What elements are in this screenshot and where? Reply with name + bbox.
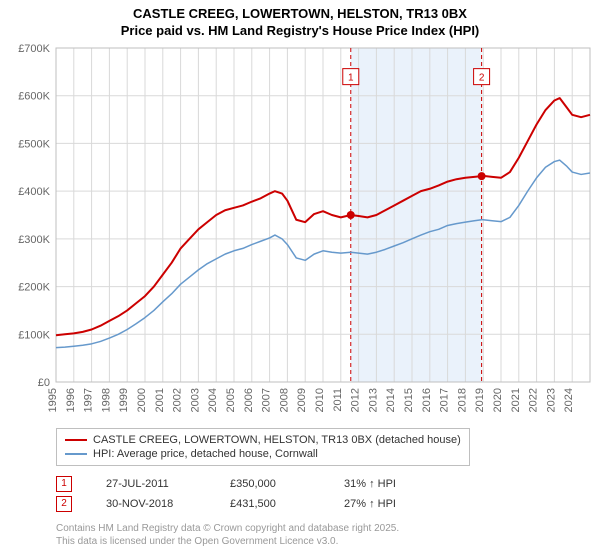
sale-date: 27-JUL-2011 xyxy=(106,478,196,490)
svg-text:£300K: £300K xyxy=(18,234,50,246)
svg-text:2000: 2000 xyxy=(136,388,148,412)
svg-text:2012: 2012 xyxy=(350,388,362,412)
title-line-1: CASTLE CREEG, LOWERTOWN, HELSTON, TR13 0… xyxy=(0,6,600,23)
legend: CASTLE CREEG, LOWERTOWN, HELSTON, TR13 0… xyxy=(56,428,576,466)
chart-title: CASTLE CREEG, LOWERTOWN, HELSTON, TR13 0… xyxy=(0,0,600,42)
sales-row: 1 27-JUL-2011 £350,000 31% ↑ HPI xyxy=(56,474,600,494)
legend-swatch xyxy=(65,453,87,455)
sale-diff: 31% ↑ HPI xyxy=(344,478,434,490)
sale-diff: 27% ↑ HPI xyxy=(344,498,434,510)
svg-text:2003: 2003 xyxy=(189,388,201,412)
svg-text:1997: 1997 xyxy=(83,388,95,412)
sale-date: 30-NOV-2018 xyxy=(106,498,196,510)
svg-text:1: 1 xyxy=(348,72,354,83)
attribution: Contains HM Land Registry data © Crown c… xyxy=(56,522,600,548)
svg-text:2019: 2019 xyxy=(474,388,486,412)
svg-text:1999: 1999 xyxy=(118,388,130,412)
svg-text:2008: 2008 xyxy=(278,388,290,412)
sale-marker: 2 xyxy=(56,496,72,512)
svg-text:2017: 2017 xyxy=(439,388,451,412)
svg-text:£100K: £100K xyxy=(18,329,50,341)
svg-text:£600K: £600K xyxy=(18,90,50,102)
svg-text:2007: 2007 xyxy=(261,388,273,412)
svg-text:£700K: £700K xyxy=(18,43,50,55)
svg-text:2010: 2010 xyxy=(314,388,326,412)
line-chart: £0 £100K £200K £300K £400K £500K £600K £700K 199… xyxy=(0,42,600,422)
sale-price: £431,500 xyxy=(230,498,310,510)
chart-container: CASTLE CREEG, LOWERTOWN, HELSTON, TR13 0… xyxy=(0,0,600,548)
svg-text:£400K: £400K xyxy=(18,186,50,198)
legend-label: CASTLE CREEG, LOWERTOWN, HELSTON, TR13 0… xyxy=(93,434,461,446)
sale-price: £350,000 xyxy=(230,478,310,490)
svg-text:£500K: £500K xyxy=(18,138,50,150)
svg-text:2004: 2004 xyxy=(207,388,219,412)
svg-text:£200K: £200K xyxy=(18,281,50,293)
svg-text:2006: 2006 xyxy=(243,388,255,412)
legend-row: CASTLE CREEG, LOWERTOWN, HELSTON, TR13 0… xyxy=(65,433,461,447)
svg-text:2002: 2002 xyxy=(172,388,184,412)
svg-text:2013: 2013 xyxy=(367,388,379,412)
svg-text:1996: 1996 xyxy=(65,388,77,412)
attribution-line-1: Contains HM Land Registry data © Crown c… xyxy=(56,522,600,535)
svg-text:2018: 2018 xyxy=(456,388,468,412)
svg-text:2024: 2024 xyxy=(563,388,575,412)
svg-text:2016: 2016 xyxy=(421,388,433,412)
sales-table: 1 27-JUL-2011 £350,000 31% ↑ HPI 2 30-NOV-201… xyxy=(56,474,600,514)
svg-text:2021: 2021 xyxy=(510,388,522,412)
svg-text:2: 2 xyxy=(479,72,485,83)
svg-text:£0: £0 xyxy=(38,377,50,389)
svg-text:2022: 2022 xyxy=(528,388,540,412)
legend-row: HPI: Average price, detached house, Corn… xyxy=(65,447,461,461)
svg-text:2011: 2011 xyxy=(332,388,344,412)
svg-text:2020: 2020 xyxy=(492,388,504,412)
svg-text:1995: 1995 xyxy=(47,388,59,412)
sales-row: 2 30-NOV-2018 £431,500 27% ↑ HPI xyxy=(56,494,600,514)
attribution-line-2: This data is licensed under the Open Gov… xyxy=(56,535,600,548)
svg-text:2009: 2009 xyxy=(296,388,308,412)
svg-text:2014: 2014 xyxy=(385,388,397,412)
svg-text:2023: 2023 xyxy=(545,388,557,412)
title-line-2: Price paid vs. HM Land Registry's House … xyxy=(0,23,600,40)
sale-marker: 1 xyxy=(56,476,72,492)
svg-text:2001: 2001 xyxy=(154,388,166,412)
legend-swatch xyxy=(65,439,87,441)
svg-text:2015: 2015 xyxy=(403,388,415,412)
legend-label: HPI: Average price, detached house, Corn… xyxy=(93,448,318,460)
svg-text:1998: 1998 xyxy=(100,388,112,412)
svg-text:2005: 2005 xyxy=(225,388,237,412)
